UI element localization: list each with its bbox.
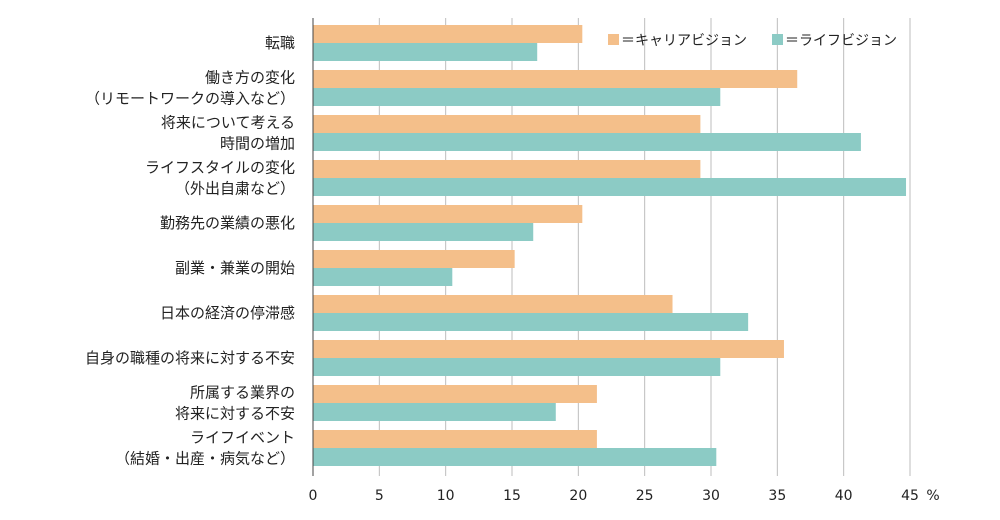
legend-swatch-1 (772, 34, 783, 45)
category-label-line: 将来に対する不安 (175, 405, 295, 423)
category-label-9: ライフイベント （結婚・出産・病気など） (115, 429, 295, 468)
bar-life-4 (313, 223, 534, 241)
category-label-line: 副業・兼業の開始 (175, 259, 295, 277)
bar-life-9 (313, 448, 717, 466)
x-tick-label: 10 (437, 488, 455, 504)
legend-label-0: ＝キャリアビジョン (621, 33, 747, 49)
bar-career-7 (313, 340, 784, 358)
bar-life-7 (313, 358, 721, 376)
bar-life-3 (313, 178, 907, 196)
category-label-2: 将来について考える時間の増加 (161, 114, 295, 153)
category-label-line: 勤務先の業績の悪化 (160, 214, 295, 232)
bar-career-9 (313, 430, 597, 448)
bar-career-8 (313, 385, 597, 403)
bar-life-6 (313, 313, 749, 331)
bar-career-2 (313, 115, 701, 133)
bars (313, 25, 907, 466)
category-label-line: （外出自粛など） (175, 180, 295, 198)
bar-life-0 (313, 43, 538, 61)
legend-label-1: ＝ライフビジョン (785, 33, 897, 49)
category-label-line: 転職 (265, 34, 295, 52)
bar-career-5 (313, 250, 515, 268)
category-label-line: 将来について考える (161, 114, 295, 132)
category-label-line: 働き方の変化 (205, 69, 295, 87)
x-tick-label: 40 (835, 488, 853, 504)
bar-career-0 (313, 25, 583, 43)
category-label-4: 勤務先の業績の悪化 (160, 214, 295, 232)
category-label-7: 自身の職種の将来に対する不安 (85, 349, 295, 367)
bar-career-4 (313, 205, 583, 223)
x-tick-label: 25 (636, 488, 654, 504)
bar-life-1 (313, 88, 721, 106)
category-label-3: ライフスタイルの変化 （外出自粛など） (145, 159, 295, 198)
legend-swatch-0 (608, 34, 619, 45)
category-label-6: 日本の経済の停滞感 (160, 304, 295, 322)
category-label-line: 日本の経済の停滞感 (160, 304, 295, 322)
legend: ＝キャリアビジョン ＝ライフビジョン (608, 33, 897, 49)
category-label-line: ライフイベント (190, 429, 295, 447)
bar-career-1 (313, 70, 798, 88)
category-label-8: 所属する業界の将来に対する不安 (175, 384, 295, 423)
x-tick-label: 35 (768, 488, 786, 504)
x-tick-label: 45 (901, 488, 919, 504)
bar-life-2 (313, 133, 861, 151)
category-label-5: 副業・兼業の開始 (175, 259, 295, 277)
x-axis-ticks: 0 5 10 15 20 25 30 35 40 45 (309, 488, 919, 504)
category-label-line: （結婚・出産・病気など） (115, 450, 295, 468)
x-tick-label: 30 (702, 488, 720, 504)
x-tick-label: 5 (375, 488, 384, 504)
x-axis-unit: % (926, 488, 939, 504)
category-label-line: 自身の職種の将来に対する不安 (85, 349, 295, 367)
category-label-0: 転職 (265, 34, 295, 52)
category-label-line: ライフスタイルの変化 (145, 159, 295, 177)
category-label-line: 時間の増加 (220, 135, 295, 153)
category-label-line: （リモートワークの導入など） (85, 90, 295, 108)
x-tick-label: 0 (309, 488, 318, 504)
bar-life-5 (313, 268, 453, 286)
x-tick-label: 15 (503, 488, 521, 504)
bar-life-8 (313, 403, 556, 421)
category-label-line: 所属する業界の (190, 384, 295, 402)
category-label-1: 働き方の変化 （リモートワークの導入など） (85, 69, 295, 108)
bar-career-6 (313, 295, 673, 313)
x-tick-label: 20 (569, 488, 587, 504)
bar-career-3 (313, 160, 701, 178)
